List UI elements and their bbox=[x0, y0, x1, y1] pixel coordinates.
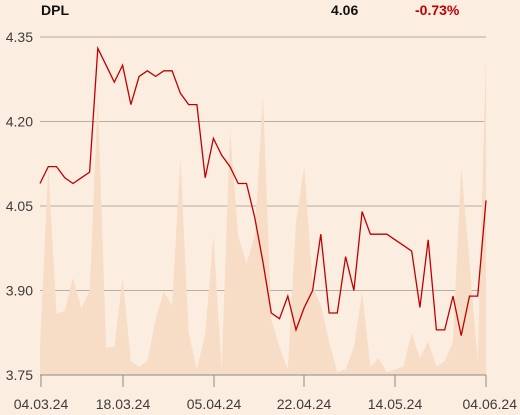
y-tick-label: 4.05 bbox=[6, 198, 33, 214]
y-tick-label: 3.90 bbox=[6, 283, 33, 299]
x-tick-label: 04.03.24 bbox=[14, 396, 69, 412]
y-tick-label: 4.35 bbox=[6, 29, 33, 45]
x-axis bbox=[40, 374, 487, 387]
last-price: 4.06 bbox=[331, 2, 359, 18]
x-tick-label: 18.03.24 bbox=[96, 396, 151, 412]
y-tick-labels: 4.35 4.20 4.05 3.90 3.75 bbox=[6, 29, 33, 383]
price-line bbox=[39, 45, 487, 336]
volume-area-layer bbox=[40, 55, 486, 375]
y-tick-label: 4.20 bbox=[6, 114, 33, 130]
x-tick-label: 14.05.24 bbox=[368, 396, 423, 412]
x-tick-labels: 04.03.24 18.03.24 05.04.24 22.04.24 14.05.24… bbox=[14, 396, 517, 412]
y-tick-label: 3.75 bbox=[6, 367, 33, 383]
ticker-symbol: DPL bbox=[41, 2, 69, 18]
price-line-layer bbox=[39, 45, 487, 336]
x-tick-label: 22.04.24 bbox=[277, 396, 332, 412]
price-change: -0.73% bbox=[415, 2, 460, 18]
volume-area bbox=[40, 55, 486, 375]
x-tick-label: 05.04.24 bbox=[187, 396, 242, 412]
x-tick-label: 04.06.24 bbox=[463, 396, 518, 412]
